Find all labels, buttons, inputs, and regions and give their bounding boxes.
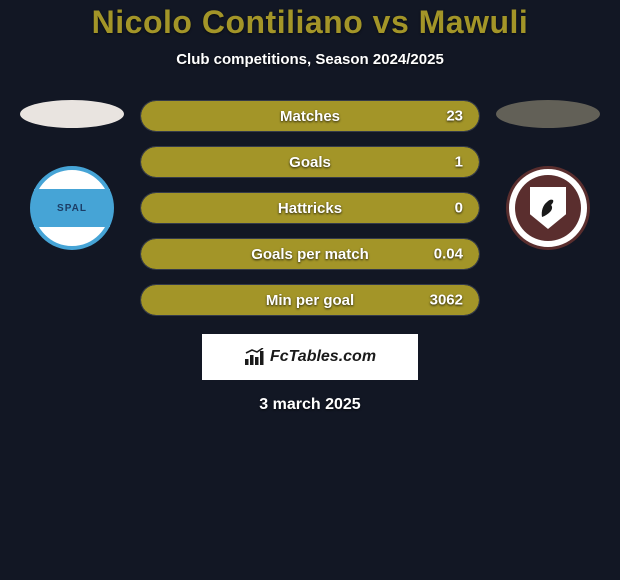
stat-row: Goals 1	[140, 146, 480, 178]
stat-row: Matches 23	[140, 100, 480, 132]
team-badge-right	[506, 166, 590, 250]
stat-label: Hattricks	[278, 200, 342, 217]
page-title: Nicolo Contiliano vs Mawuli	[0, 4, 620, 41]
branding-box: FcTables.com	[202, 334, 418, 380]
stats-column: Matches 23 Goals 1 Hattricks 0 Goals per match…	[140, 100, 480, 316]
stat-label: Min per goal	[266, 292, 354, 309]
stat-row: Hattricks 0	[140, 192, 480, 224]
stat-label: Goals	[289, 154, 331, 171]
right-column	[496, 100, 600, 250]
chart-icon	[244, 348, 266, 366]
left-oval-placeholder	[20, 100, 124, 128]
left-column: SPAL	[20, 100, 124, 250]
stat-value: 23	[446, 108, 463, 125]
comparison-card: Nicolo Contiliano vs Mawuli Club competi…	[0, 0, 620, 414]
page-subtitle: Club competitions, Season 2024/2025	[0, 51, 620, 68]
stat-value: 3062	[430, 292, 463, 309]
stat-value: 0	[455, 200, 463, 217]
stat-row: Goals per match 0.04	[140, 238, 480, 270]
stat-label: Matches	[280, 108, 340, 125]
team-badge-right-shield	[530, 187, 566, 229]
horse-icon	[537, 195, 559, 221]
team-badge-left-text: SPAL	[57, 203, 87, 214]
right-oval-placeholder	[496, 100, 600, 128]
stat-value: 0.04	[434, 246, 463, 263]
main-row: SPAL Matches 23 Goals 1 Hattricks 0 Goals per …	[0, 100, 620, 316]
stat-row: Min per goal 3062	[140, 284, 480, 316]
branding-text: FcTables.com	[270, 348, 376, 366]
team-badge-left: SPAL	[30, 166, 114, 250]
stat-label: Goals per match	[251, 246, 369, 263]
stat-value: 1	[455, 154, 463, 171]
date-line: 3 march 2025	[0, 396, 620, 414]
